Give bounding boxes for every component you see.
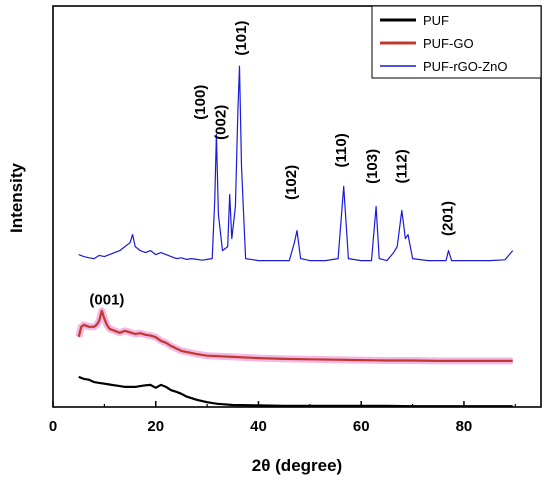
plot-frame — [52, 5, 542, 408]
peak-label-103: (103) — [364, 149, 381, 184]
peak-label-201: (201) — [440, 201, 457, 236]
peak-label-110: (110) — [333, 133, 350, 167]
x-tick-label: 20 — [147, 418, 164, 435]
x-tick-label: 60 — [353, 418, 370, 435]
x-axis-ticks: 0 20 40 60 80 — [49, 401, 516, 435]
peak-label-001: (001) — [89, 292, 124, 309]
peak-label-102: (102) — [283, 165, 300, 200]
legend-label-puf-go: PUF-GO — [423, 36, 474, 51]
series-puf-rgo-zno-line — [78, 65, 514, 262]
peak-label-002: (002) — [213, 105, 230, 140]
x-tick-label: 0 — [49, 418, 57, 435]
x-tick-label: 80 — [456, 418, 473, 435]
peak-label-100: (100) — [192, 85, 209, 120]
x-tick-label: 40 — [250, 418, 267, 435]
series-puf-go-halo — [75, 307, 513, 365]
x-axis-title: 2θ (degree) — [252, 456, 342, 475]
series-puf-go-line — [77, 309, 513, 362]
legend-label-puf: PUF — [423, 13, 449, 28]
peak-annotations: (001) (100)(002) (101) (102) (110) (103) (112)… — [89, 21, 456, 309]
y-axis-title: Intensity — [7, 163, 26, 233]
series-layer — [75, 65, 514, 408]
peak-label-101: (101) — [233, 21, 250, 56]
legend-label-puf-rgo-zno: PUF-rGO-ZnO — [423, 59, 508, 74]
peak-label-112: (112) — [393, 149, 410, 183]
series-puf-line — [78, 375, 513, 408]
legend: PUF PUF-GO PUF-rGO-ZnO — [371, 5, 542, 79]
